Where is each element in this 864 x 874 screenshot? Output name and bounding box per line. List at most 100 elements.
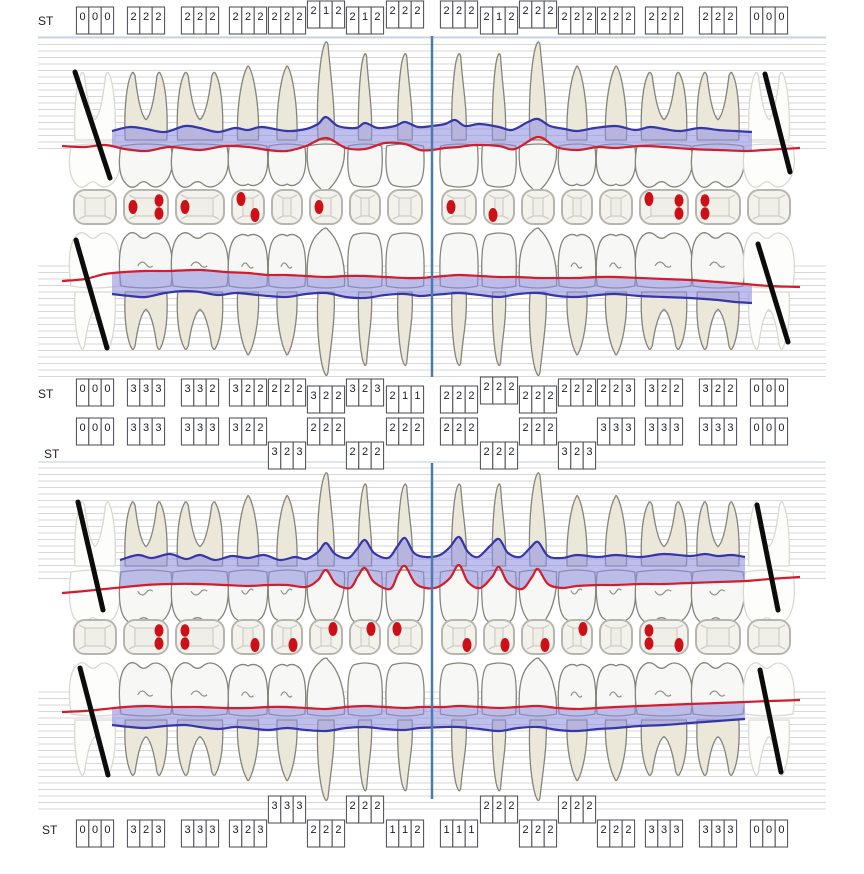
tooth-occlusal-16[interactable] [747,189,791,225]
st-value-box[interactable] [410,819,425,848]
st-value-box[interactable] [774,819,789,848]
tooth-lower-facial-6[interactable] [306,657,346,802]
tooth-upper-palatal-11[interactable] [518,227,558,377]
st-value-box[interactable] [723,6,738,35]
tooth-occlusal-8[interactable] [387,619,423,655]
tooth-upper-palatal-7[interactable] [347,232,383,367]
st-value-box[interactable] [331,819,346,848]
tooth-occlusal-2[interactable] [123,619,169,655]
tooth-lower-lingual-1[interactable] [68,501,122,624]
tooth-occlusal-1[interactable] [73,189,117,225]
st-value-box[interactable] [774,378,789,407]
tooth-upper-facial-10[interactable] [481,53,517,188]
st-value-box[interactable] [723,378,738,407]
st-value-box[interactable] [151,6,166,35]
st-value-box[interactable] [205,417,220,446]
st-value-box[interactable] [774,417,789,446]
st-value-box[interactable] [331,0,346,29]
tooth-occlusal-7[interactable] [349,189,381,225]
tooth-occlusal-8[interactable] [387,189,423,225]
tooth-lower-facial-2[interactable] [118,662,174,777]
st-value-box[interactable] [370,441,385,470]
st-value-box[interactable] [723,819,738,848]
tooth-upper-palatal-10[interactable] [481,232,517,367]
tooth-occlusal-9[interactable] [441,619,477,655]
st-value-box[interactable] [543,417,558,446]
tooth-upper-facial-13[interactable] [595,65,637,187]
st-value-box[interactable] [464,819,479,848]
st-value-box[interactable] [504,6,519,35]
tooth-occlusal-16[interactable] [747,619,791,655]
tooth-lower-facial-12[interactable] [557,663,597,782]
tooth-upper-palatal-6[interactable] [306,227,346,377]
st-value-box[interactable] [410,0,425,29]
tooth-lower-facial-10[interactable] [481,662,517,792]
tooth-upper-facial-9[interactable] [439,53,479,188]
st-value-box[interactable] [370,6,385,35]
tooth-upper-palatal-13[interactable] [595,233,637,356]
tooth-occlusal-4[interactable] [231,619,265,655]
tooth-lower-facial-11[interactable] [518,657,558,802]
st-value-box[interactable] [100,6,115,35]
st-value-box[interactable] [504,441,519,470]
tooth-upper-facial-12[interactable] [557,65,597,187]
st-value-box[interactable] [100,378,115,407]
st-value-box[interactable] [205,378,220,407]
st-value-box[interactable] [331,417,346,446]
st-value-box[interactable] [582,378,597,407]
st-value-box[interactable] [253,819,268,848]
st-value-box[interactable] [205,819,220,848]
tooth-occlusal-2[interactable] [123,189,169,225]
st-value-box[interactable] [464,417,479,446]
st-value-box[interactable] [292,6,307,35]
st-value-box[interactable] [504,376,519,405]
st-value-box[interactable] [100,417,115,446]
st-value-box[interactable] [543,385,558,414]
tooth-occlusal-15[interactable] [695,189,741,225]
tooth-occlusal-5[interactable] [271,189,303,225]
tooth-upper-facial-15[interactable] [690,71,746,188]
st-value-box[interactable] [100,819,115,848]
st-value-box[interactable] [253,417,268,446]
st-value-box[interactable] [621,378,636,407]
st-value-box[interactable] [292,795,307,824]
tooth-occlusal-13[interactable] [599,619,633,655]
tooth-occlusal-3[interactable] [175,619,225,655]
tooth-upper-facial-11[interactable] [518,41,558,193]
tooth-occlusal-15[interactable] [695,619,741,655]
st-value-box[interactable] [370,795,385,824]
tooth-occlusal-6[interactable] [309,619,343,655]
tooth-occlusal-11[interactable] [521,619,555,655]
tooth-occlusal-11[interactable] [521,189,555,225]
tooth-occlusal-10[interactable] [483,189,515,225]
tooth-occlusal-13[interactable] [599,189,633,225]
st-value-box[interactable] [464,385,479,414]
st-value-box[interactable] [669,378,684,407]
st-value-box[interactable] [669,819,684,848]
st-value-box[interactable] [621,819,636,848]
st-value-box[interactable] [253,378,268,407]
st-value-box[interactable] [774,6,789,35]
tooth-lower-facial-13[interactable] [595,663,637,782]
tooth-occlusal-3[interactable] [175,189,225,225]
tooth-upper-palatal-15[interactable] [690,232,746,351]
st-value-box[interactable] [370,378,385,407]
st-value-box[interactable] [331,385,346,414]
tooth-occlusal-14[interactable] [639,189,689,225]
st-value-box[interactable] [151,417,166,446]
tooth-occlusal-7[interactable] [349,619,381,655]
tooth-upper-facial-6[interactable] [306,41,346,193]
tooth-lower-facial-8[interactable] [385,662,425,792]
tooth-occlusal-1[interactable] [73,619,117,655]
st-value-box[interactable] [543,0,558,29]
st-value-box[interactable] [464,0,479,29]
st-value-box[interactable] [253,6,268,35]
tooth-upper-facial-14[interactable] [634,71,694,188]
tooth-upper-palatal-12[interactable] [557,233,597,356]
tooth-occlusal-12[interactable] [561,619,593,655]
tooth-upper-facial-8[interactable] [385,53,425,188]
tooth-upper-facial-7[interactable] [347,53,383,188]
tooth-occlusal-14[interactable] [639,619,689,655]
st-value-box[interactable] [582,795,597,824]
tooth-upper-facial-2[interactable] [118,71,174,188]
